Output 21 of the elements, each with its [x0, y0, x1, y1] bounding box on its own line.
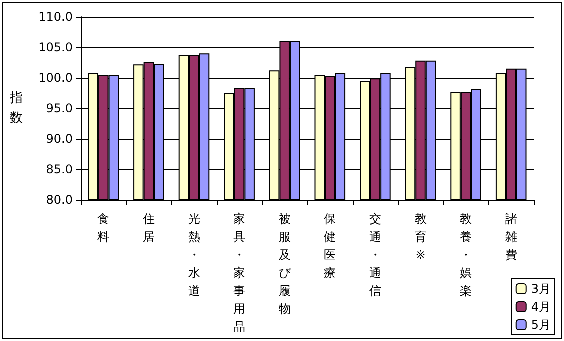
legend-label: 3月 — [531, 282, 552, 296]
x-tick-label: 教養・娯楽 — [460, 212, 472, 298]
x-tick-label: 住居 — [142, 212, 155, 244]
y-tick-label: 100.0 — [38, 71, 73, 85]
x-tick-label: 交通・通信 — [369, 212, 382, 298]
y-tick-label: 90.0 — [46, 132, 73, 146]
x-tick-label: 被服及び履物 — [278, 212, 292, 316]
y-tick-label: 95.0 — [46, 102, 73, 116]
y-tick-label: 110.0 — [38, 10, 73, 24]
x-tick-label: 教育※ — [414, 212, 427, 262]
x-tick-label: 光熱・水道 — [188, 212, 200, 298]
y-tick-label: 80.0 — [46, 193, 73, 207]
x-tick-label: 食料 — [98, 212, 110, 244]
legend-label: 5月 — [531, 318, 552, 332]
y-tick-label: 105.0 — [38, 40, 73, 54]
y-tick-label: 85.0 — [46, 162, 73, 176]
x-tick-label: 家具・家事用品 — [234, 212, 246, 334]
x-tick-label: 保健医療 — [324, 212, 336, 280]
legend-label: 4月 — [531, 300, 552, 314]
y-axis-title: 指数 — [9, 91, 23, 126]
x-tick-label: 諸雑費 — [505, 212, 518, 262]
